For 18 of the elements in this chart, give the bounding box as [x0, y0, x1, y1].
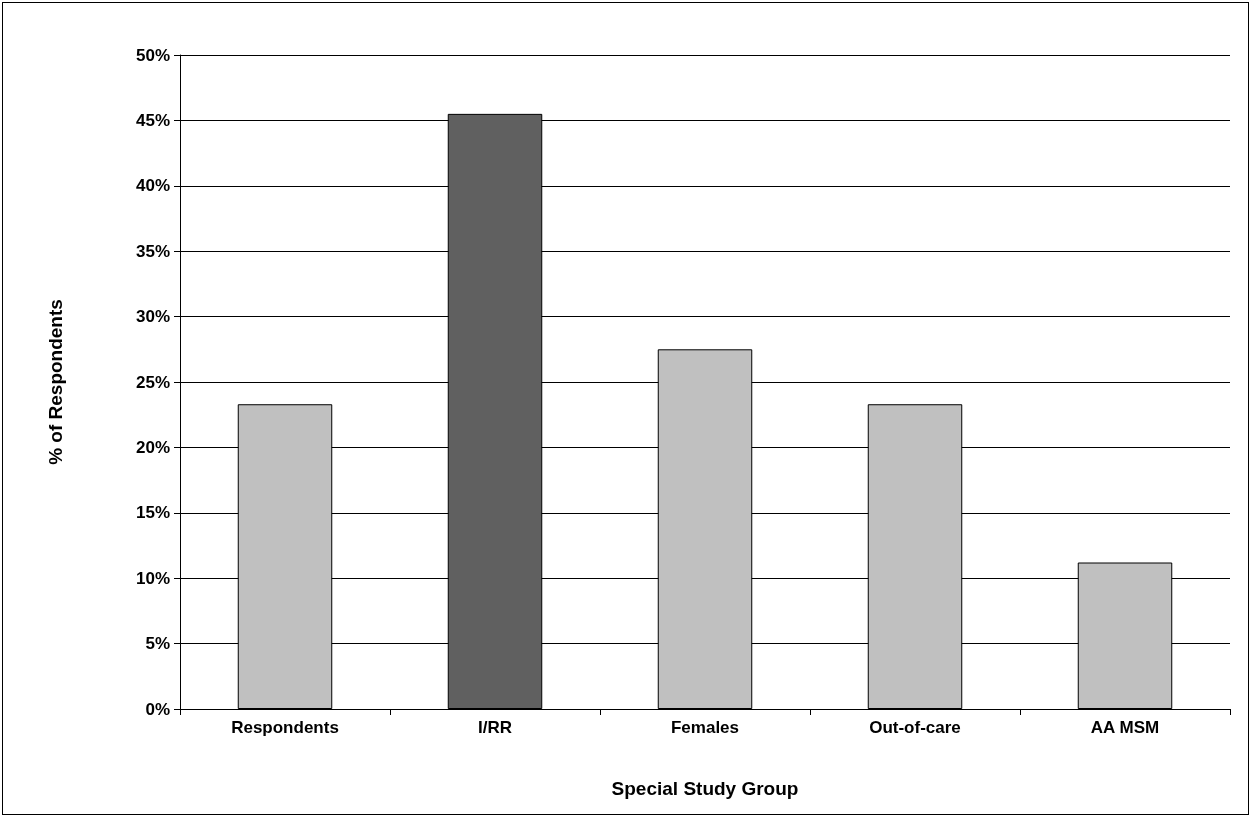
y-tick-label: 10%	[135, 568, 170, 588]
y-tick-label: 45%	[135, 110, 170, 130]
x-tick-label: Respondents	[231, 718, 339, 737]
x-tick-label: Out-of-care	[869, 718, 961, 737]
y-tick-label: 15%	[135, 503, 170, 523]
y-tick-label: 0%	[145, 699, 170, 719]
y-tick-label: 30%	[135, 307, 170, 327]
y-tick-label: 25%	[135, 372, 170, 392]
y-tick-label: 20%	[135, 437, 170, 457]
x-tick-label: I/RR	[478, 718, 512, 737]
y-axis-title: % of Respondents	[45, 299, 66, 465]
x-axis-title: Special Study Group	[611, 778, 799, 799]
y-tick-label: 40%	[135, 176, 170, 196]
x-tick-label: AA MSM	[1090, 718, 1160, 737]
y-tick-label: 5%	[145, 634, 170, 654]
y-tick-label: 35%	[135, 241, 170, 261]
x-tick-label: Females	[670, 718, 740, 737]
y-tick-label: 50%	[135, 45, 170, 65]
